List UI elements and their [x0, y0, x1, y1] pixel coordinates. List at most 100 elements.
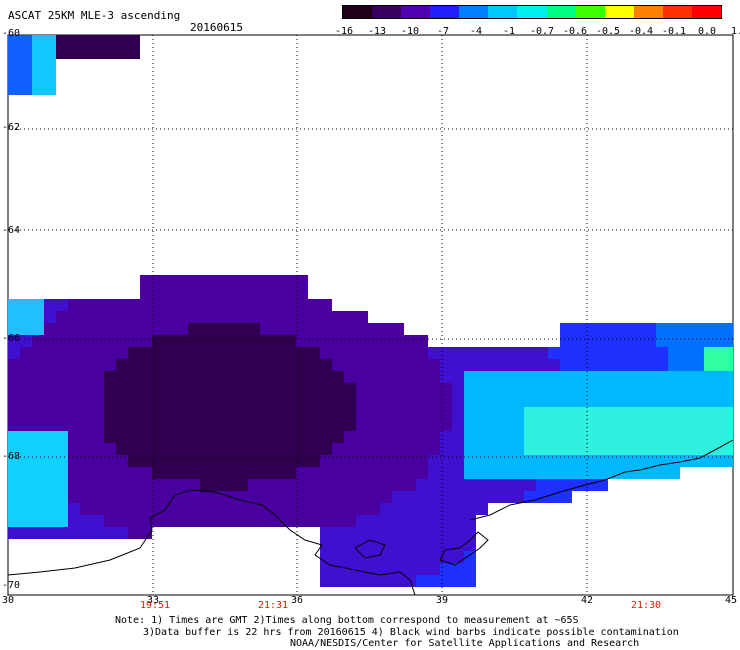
swath-cell: [296, 323, 308, 335]
swath-cell: [320, 479, 332, 491]
swath-cell: [80, 371, 92, 383]
swath-cell: [464, 443, 476, 455]
swath-cell: [188, 479, 200, 491]
swath-cell: [296, 431, 308, 443]
swath-cell: [668, 335, 680, 347]
swath-cell: [596, 347, 608, 359]
swath-cell: [248, 323, 260, 335]
swath-cell: [140, 503, 152, 515]
swath-cell: [512, 371, 524, 383]
swath-cell: [716, 323, 728, 335]
swath-cell: [380, 563, 392, 575]
swath-cell: [92, 515, 104, 527]
swath-cell: [656, 371, 668, 383]
swath-cell: [128, 455, 140, 467]
swath-cell: [92, 359, 104, 371]
swath-cell: [476, 431, 488, 443]
swath-cell: [368, 491, 380, 503]
swath-cell: [392, 395, 404, 407]
swath-cell: [656, 395, 668, 407]
swath-cell: [584, 455, 596, 467]
swath-cell: [44, 311, 56, 323]
swath-cell: [92, 323, 104, 335]
swath-cell: [548, 491, 560, 503]
swath-cell: [128, 371, 140, 383]
swath-cell: [236, 467, 248, 479]
swath-cell: [80, 395, 92, 407]
swath-cell: [248, 311, 260, 323]
swath-cell: [152, 347, 164, 359]
swath-cell: [380, 419, 392, 431]
swath-cell: [68, 383, 80, 395]
swath-cell: [224, 299, 236, 311]
swath-cell: [248, 407, 260, 419]
swath-cell: [320, 299, 332, 311]
swath-cell: [296, 287, 308, 299]
swath-cell: [644, 347, 656, 359]
swath-cell: [692, 395, 704, 407]
swath-cell: [704, 395, 716, 407]
swath-cell: [308, 443, 320, 455]
swath-cell: [260, 443, 272, 455]
swath-cell: [200, 347, 212, 359]
swath-cell: [488, 467, 500, 479]
swath-cell: [500, 467, 512, 479]
swath-cell: [260, 311, 272, 323]
swath-cell: [500, 479, 512, 491]
swath-cell: [80, 335, 92, 347]
swath-cell: [428, 371, 440, 383]
swath-cell: [428, 515, 440, 527]
swath-cell: [596, 323, 608, 335]
swath-cell: [188, 491, 200, 503]
swath-cell: [296, 503, 308, 515]
swath-cell: [656, 467, 668, 479]
swath-cell: [284, 335, 296, 347]
swath-cell: [584, 419, 596, 431]
swath-cell: [644, 395, 656, 407]
swath-cell: [332, 551, 344, 563]
swath-cell: [272, 299, 284, 311]
swath-cell: [488, 455, 500, 467]
swath-cell: [32, 419, 44, 431]
swath-cell: [680, 371, 692, 383]
colorbar-label: -0.7: [529, 26, 555, 37]
swath-cell: [488, 395, 500, 407]
swath-cell: [392, 503, 404, 515]
swath-cell: [68, 371, 80, 383]
swath-cell: [176, 335, 188, 347]
swath-cell: [56, 323, 68, 335]
swath-cell: [632, 371, 644, 383]
swath-cell: [44, 35, 56, 47]
swath-cell: [164, 479, 176, 491]
colorbar-label: -0.1: [661, 26, 687, 37]
swath-cell: [404, 443, 416, 455]
swath-cell: [188, 383, 200, 395]
swath-cell: [560, 383, 572, 395]
swath-cell: [296, 359, 308, 371]
swath-cell: [536, 347, 548, 359]
swath-cell: [356, 431, 368, 443]
swath-cell: [488, 419, 500, 431]
swath-cell: [368, 527, 380, 539]
swath-cell: [116, 371, 128, 383]
swath-cell: [56, 395, 68, 407]
swath-cell: [500, 419, 512, 431]
swath-cell: [56, 383, 68, 395]
swath-cell: [92, 47, 104, 59]
swath-cell: [32, 467, 44, 479]
swath-cell: [140, 443, 152, 455]
swath-cell: [488, 431, 500, 443]
swath-cell: [236, 503, 248, 515]
swath-cell: [128, 419, 140, 431]
swath-cell: [56, 359, 68, 371]
swath-cell: [212, 479, 224, 491]
swath-cell: [380, 491, 392, 503]
swath-cell: [260, 479, 272, 491]
colorbar-swatch: [633, 6, 663, 18]
swath-cell: [248, 503, 260, 515]
swath-cell: [20, 431, 32, 443]
colorbar-label: 1.0: [730, 26, 740, 37]
swath-cell: [284, 383, 296, 395]
swath-cell: [692, 443, 704, 455]
swath-cell: [344, 503, 356, 515]
